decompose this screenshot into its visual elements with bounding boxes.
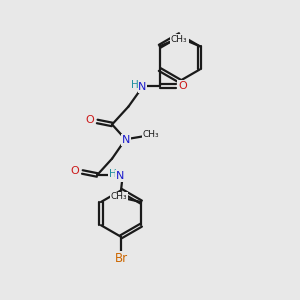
Text: CH₃: CH₃: [110, 192, 127, 201]
Text: N: N: [122, 135, 130, 145]
Text: N: N: [116, 171, 124, 181]
Text: O: O: [70, 166, 79, 176]
Text: O: O: [85, 115, 94, 125]
Text: CH₃: CH₃: [142, 130, 159, 139]
Text: H: H: [131, 80, 139, 90]
Text: H: H: [109, 169, 117, 179]
Text: Br: Br: [114, 252, 128, 265]
Text: N: N: [138, 82, 147, 92]
Text: CH₃: CH₃: [171, 35, 187, 44]
Text: CH₃: CH₃: [172, 35, 189, 44]
Text: O: O: [178, 81, 187, 91]
